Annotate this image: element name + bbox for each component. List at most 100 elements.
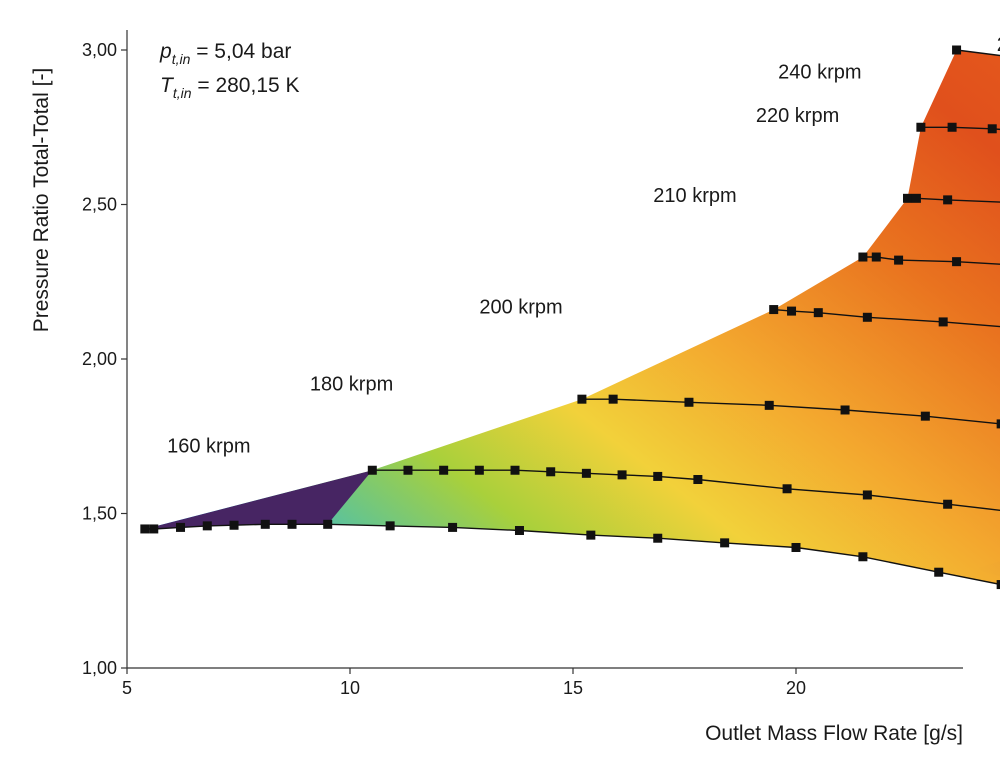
data-point	[947, 122, 957, 132]
speed-label: 180 krpm	[310, 374, 393, 396]
data-point	[943, 499, 953, 509]
data-point	[140, 524, 150, 534]
data-point	[581, 468, 591, 478]
data-point	[439, 465, 449, 475]
data-point	[202, 521, 212, 531]
axes: 510152025303540 1,001,502,002,503,00	[82, 30, 963, 698]
data-point	[764, 400, 774, 410]
speed-label: 230 krpm	[997, 34, 1000, 56]
speed-line-path	[581, 398, 1000, 425]
speed-line-240-krpm	[916, 122, 1000, 134]
t-symbol: T	[160, 74, 175, 97]
data-point	[858, 552, 868, 562]
data-point	[769, 305, 779, 315]
inlet-conditions: pt,in = 5,04 bar Tt,in = 280,15 K	[159, 40, 300, 101]
data-point	[448, 522, 458, 532]
speed-label: 200 krpm	[479, 296, 562, 318]
data-point	[653, 533, 663, 543]
p-symbol: p	[159, 40, 172, 63]
x-axis-title: Outlet Mass Flow Rate [g/s]	[705, 722, 963, 745]
inlet-pressure-label: pt,in = 5,04 bar	[159, 40, 291, 67]
data-point	[684, 397, 694, 407]
data-point	[938, 317, 948, 327]
data-point	[911, 193, 921, 203]
data-point	[996, 580, 1000, 590]
data-point	[871, 252, 881, 262]
speed-line-boundary	[952, 45, 1000, 57]
data-point	[934, 567, 944, 577]
speed-line-180-krpm	[367, 465, 1000, 511]
y-tick-label: 2,50	[82, 195, 117, 215]
data-point	[586, 530, 596, 540]
x-tick-label: 10	[340, 678, 360, 698]
y-axis-title: Pressure Ratio Total-Total [-]	[30, 68, 53, 333]
data-point	[176, 522, 186, 532]
data-point	[952, 257, 962, 267]
data-point	[952, 45, 962, 55]
data-point	[862, 490, 872, 500]
data-point	[653, 471, 663, 481]
surge-low-region	[144, 470, 373, 529]
data-point	[403, 465, 413, 475]
data-point	[229, 520, 239, 530]
y-tick-label: 1,00	[82, 658, 117, 678]
speed-line-210-krpm	[769, 305, 1000, 328]
x-ticks: 510152025303540	[122, 668, 806, 698]
data-point	[323, 519, 333, 529]
data-point	[617, 470, 627, 480]
data-point	[943, 195, 953, 205]
data-point	[903, 193, 912, 203]
speed-line-200-krpm	[577, 394, 1000, 429]
data-point	[149, 524, 159, 534]
data-point	[367, 465, 377, 475]
speed-line-path	[862, 256, 1000, 265]
data-point	[840, 405, 850, 415]
data-point	[510, 465, 520, 475]
data-point	[474, 465, 484, 475]
data-point	[514, 525, 524, 535]
data-point	[385, 521, 395, 531]
p-subscript: t,in	[172, 51, 191, 67]
inlet-temperature-label: Tt,in = 280,15 K	[160, 74, 300, 101]
y-tick-label: 3,00	[82, 40, 117, 60]
x-tick-label: 20	[786, 678, 806, 698]
data-point	[720, 538, 730, 548]
data-point	[813, 308, 823, 318]
data-point	[546, 467, 556, 477]
data-point	[916, 122, 926, 132]
data-point	[791, 542, 801, 552]
speed-line-220-krpm	[858, 252, 1000, 267]
data-point	[577, 394, 587, 404]
data-point	[608, 394, 618, 404]
data-point	[260, 519, 270, 529]
p-value: = 5,04 bar	[190, 40, 291, 63]
speed-label: 220 krpm	[756, 105, 839, 127]
x-tick-label: 5	[122, 678, 132, 698]
t-subscript: t,in	[173, 85, 192, 101]
speed-labels: 160 krpm 180 krpm 200 krpm 210 krpm 220 krpm…	[167, 34, 1000, 458]
speed-label: 160 krpm	[167, 436, 250, 458]
speed-label: 240 krpm	[778, 62, 861, 84]
data-point	[693, 475, 703, 485]
speed-label: 210 krpm	[653, 185, 736, 207]
y-tick-label: 1,50	[82, 504, 117, 524]
data-point	[287, 519, 297, 529]
data-point	[987, 124, 997, 134]
speed-line-path	[773, 308, 1000, 328]
speed-line-230-krpm	[903, 193, 1000, 205]
data-point	[894, 255, 904, 265]
t-value: = 280,15 K	[192, 74, 300, 97]
y-ticks: 1,00 1,50 2,00 2,50 3,00	[82, 40, 127, 678]
speed-line-160-krpm	[140, 519, 1000, 590]
data-point	[996, 419, 1000, 429]
data-point	[920, 411, 930, 421]
x-tick-label: 15	[563, 678, 583, 698]
data-point	[782, 484, 792, 494]
data-point	[862, 312, 872, 322]
speed-lines	[140, 45, 1000, 590]
y-tick-label: 2,00	[82, 349, 117, 369]
data-point	[858, 252, 868, 262]
data-point	[787, 306, 797, 316]
